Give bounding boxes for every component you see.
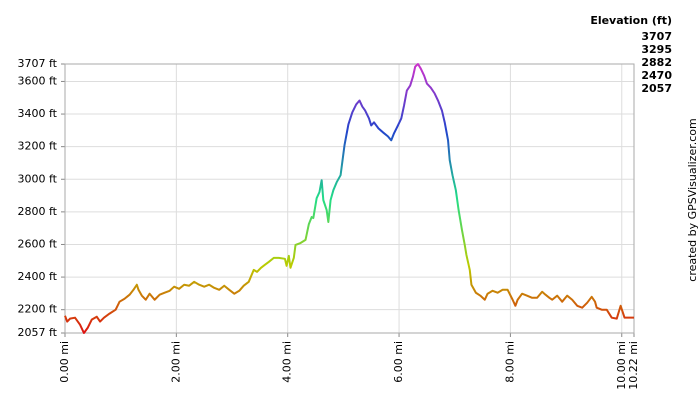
y-tick-label: 2600 ft: [18, 237, 58, 250]
elevation-line: [64, 63, 634, 334]
x-tick-label: 0.00 mi: [58, 341, 71, 383]
legend-entry: 3295: [641, 43, 672, 56]
x-tick-label: 2.00 mi: [169, 341, 182, 383]
legend-entry: 2470: [641, 69, 672, 82]
x-tick-label: 8.00 mi: [503, 341, 516, 383]
y-tick-label: 2800 ft: [18, 205, 58, 218]
x-tick-label: 10.22 mi: [627, 341, 640, 390]
legend-entry: 3707: [641, 30, 672, 43]
plot-frame: [64, 63, 635, 334]
x-tick-label: 4.00 mi: [281, 341, 294, 383]
legend-entry: 2057: [641, 82, 672, 95]
y-tick-label: 3400 ft: [18, 107, 58, 120]
credit: created by GPSVisualizer.com: [686, 118, 699, 281]
y-tick-label: 2200 ft: [18, 303, 58, 316]
y-tick-label: 2057 ft: [18, 326, 58, 339]
x-tick-label: 6.00 mi: [392, 341, 405, 383]
y-tick-label: 3600 ft: [18, 74, 58, 87]
legend-title: Elevation (ft): [590, 14, 672, 27]
y-tick-label: 3000 ft: [18, 172, 58, 185]
x-tick-label: 10.00 mi: [615, 341, 628, 390]
y-tick-label: 3200 ft: [18, 140, 58, 153]
y-tick-label: 2400 ft: [18, 270, 58, 283]
legend-entry: 2882: [641, 56, 672, 69]
y-tick-label: 3707 ft: [18, 57, 58, 70]
